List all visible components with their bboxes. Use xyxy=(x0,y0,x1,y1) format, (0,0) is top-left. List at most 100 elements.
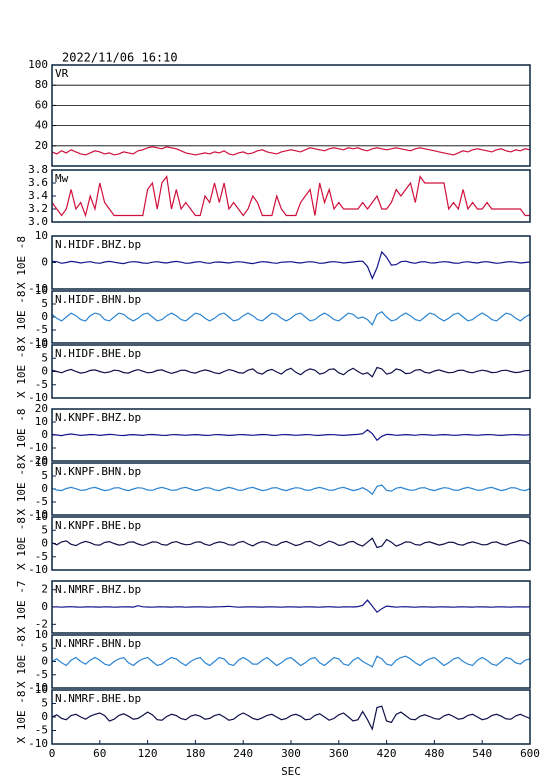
waveform xyxy=(51,429,531,442)
waveform xyxy=(51,146,531,156)
y-tick-label: 10 xyxy=(35,683,48,696)
y-tick-label: 5 xyxy=(41,523,48,536)
y-axis-label: X 10E -8 xyxy=(15,691,28,744)
trace-label: N.NMRF.BHZ.bp xyxy=(55,583,141,596)
y-tick-label: 3.4 xyxy=(28,189,48,202)
waveform xyxy=(51,174,530,218)
trace-label: N.NMRF.BHE.bp xyxy=(55,692,141,705)
x-tick-label: 0 xyxy=(49,747,56,760)
waveform xyxy=(51,705,531,731)
trace-label: N.KNPF.BHE.bp xyxy=(55,519,141,532)
y-tick-label: 3.8 xyxy=(28,163,48,176)
trace-label: N.KNPF.BHZ.bp xyxy=(55,411,141,424)
y-tick-label: 0 xyxy=(41,428,48,441)
y-tick-label: -5 xyxy=(35,495,48,508)
y-axis-label: X 10E -8 xyxy=(15,291,28,344)
y-tick-label: 10 xyxy=(35,338,48,351)
panel-frame xyxy=(51,462,531,516)
waveform xyxy=(51,311,531,326)
y-tick-label: -10 xyxy=(28,391,48,404)
waveform xyxy=(51,250,531,280)
x-tick-label: 540 xyxy=(472,747,492,760)
y-tick-label: 3.2 xyxy=(28,202,48,215)
y-tick-label: 0 xyxy=(41,655,48,668)
y-tick-label: -10 xyxy=(28,737,48,750)
y-tick-label: -5 xyxy=(35,668,48,681)
y-axis-label: X 10E -8 xyxy=(15,517,28,570)
y-tick-label: 0 xyxy=(41,710,48,723)
y-tick-label: 10 xyxy=(35,510,48,523)
waveform xyxy=(51,484,531,496)
y-axis-label: X 10E -7 xyxy=(15,581,28,634)
y-tick-label: 10 xyxy=(35,628,48,641)
y-axis-label: X 10E -8 xyxy=(15,236,28,289)
y-tick-label: 0 xyxy=(41,537,48,550)
panel-frame xyxy=(51,344,531,399)
y-tick-label: 10 xyxy=(35,456,48,469)
y-tick-label: 10 xyxy=(35,415,48,428)
panel-frame xyxy=(51,408,531,462)
panel-frame xyxy=(51,290,531,344)
trace-label: N.NMRF.BHN.bp xyxy=(55,637,141,650)
y-tick-label: 2 xyxy=(41,583,48,596)
y-tick-label: 3.0 xyxy=(28,215,48,228)
y-tick-label: 20 xyxy=(35,402,48,415)
y-tick-label: -10 xyxy=(28,508,48,521)
y-tick-label: 0 xyxy=(41,482,48,495)
y-tick-label: 5 xyxy=(41,641,48,654)
y-tick-label: -10 xyxy=(28,336,48,349)
waveform xyxy=(51,655,531,668)
x-tick-label: 120 xyxy=(138,747,158,760)
x-tick-label: 480 xyxy=(424,747,444,760)
y-axis-label: X 10E -8 xyxy=(15,345,28,398)
y-tick-label: 80 xyxy=(35,78,48,91)
x-tick-label: 600 xyxy=(520,747,540,760)
y-tick-label: 60 xyxy=(35,98,48,111)
waveform xyxy=(51,599,531,614)
x-tick-label: 300 xyxy=(281,747,301,760)
y-tick-label: 20 xyxy=(35,139,48,152)
waveform xyxy=(51,366,531,378)
trace-label: Mw xyxy=(55,172,69,185)
y-tick-label: 10 xyxy=(35,284,48,297)
y-tick-label: 10 xyxy=(35,229,48,242)
y-tick-label: 5 xyxy=(41,697,48,710)
y-tick-label: -5 xyxy=(35,323,48,336)
y-tick-label: -10 xyxy=(28,681,48,694)
y-tick-label: 0 xyxy=(41,365,48,378)
panel-frame xyxy=(51,634,531,689)
panel-frame xyxy=(51,64,531,167)
y-tick-label: -5 xyxy=(35,550,48,563)
x-tick-label: 240 xyxy=(233,747,253,760)
y-tick-label: -10 xyxy=(28,282,48,295)
trace-label: N.KNPF.BHN.bp xyxy=(55,465,141,478)
y-tick-label: 100 xyxy=(28,58,48,71)
waveform xyxy=(51,537,531,549)
y-tick-label: 5 xyxy=(41,351,48,364)
panel-frame xyxy=(51,516,531,571)
trace-label: VR xyxy=(55,67,69,80)
y-tick-label: 0 xyxy=(41,310,48,323)
chart-title: 2022/11/06 16:10 xyxy=(62,51,178,65)
panel-frame xyxy=(51,235,531,290)
y-axis-label: X 10E -8 xyxy=(15,635,28,688)
y-axis-label: X 10E -8 xyxy=(15,463,28,516)
y-tick-label: -20 xyxy=(28,454,48,467)
y-tick-label: 0 xyxy=(41,256,48,269)
panel-frame xyxy=(51,580,531,634)
y-tick-label: -5 xyxy=(35,724,48,737)
panel-frame xyxy=(51,169,531,223)
y-tick-label: -10 xyxy=(28,441,48,454)
y-tick-label: -5 xyxy=(35,378,48,391)
y-axis-label: X 10E -8 xyxy=(15,409,28,462)
y-tick-label: 5 xyxy=(41,297,48,310)
x-tick-label: 60 xyxy=(93,747,106,760)
y-tick-label: 5 xyxy=(41,469,48,482)
trace-label: N.HIDF.BHZ.bp xyxy=(55,238,141,251)
x-tick-label: 420 xyxy=(377,747,397,760)
x-tick-label: 360 xyxy=(329,747,349,760)
trace-label: N.HIDF.BHE.bp xyxy=(55,347,141,360)
x-axis-label: SEC xyxy=(281,765,301,778)
y-tick-label: 3.6 xyxy=(28,176,48,189)
